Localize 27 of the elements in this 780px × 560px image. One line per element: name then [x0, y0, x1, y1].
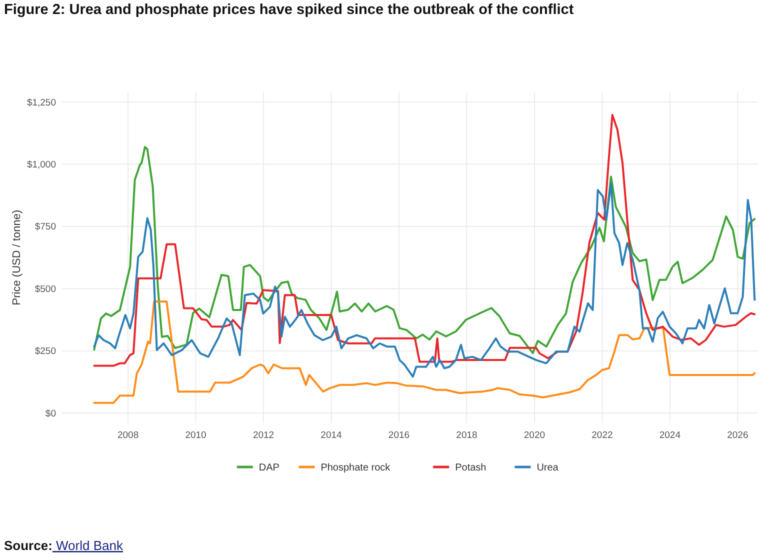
chart-title: Figure 2: Urea and phosphate prices have spiked since the outbreak of the conflict: [4, 2, 574, 18]
legend-label: Phosphate rock: [320, 462, 392, 474]
y-tick-label: $500: [34, 284, 56, 295]
x-tick-label: 2012: [252, 430, 274, 441]
line-series: [93, 182, 756, 378]
source-note: Source: World Bank: [4, 538, 124, 553]
legend-label: DAP: [258, 462, 280, 474]
y-tick-label: $1,250: [26, 97, 56, 108]
x-tick-label: 2022: [592, 430, 613, 441]
line-series: [93, 300, 756, 404]
legend-label: Urea: [536, 462, 559, 474]
x-tick-label: 2016: [388, 430, 410, 441]
y-tick-label: $250: [34, 346, 56, 358]
line-series: [93, 114, 756, 367]
y-tick-label: $750: [34, 222, 56, 233]
line-series: [93, 146, 756, 354]
x-tick-label: 2014: [320, 430, 342, 441]
x-tick-label: 2008: [117, 430, 139, 441]
y-tick-label: $0: [45, 408, 56, 420]
y-axis-title: Price (USD / tonne): [11, 210, 23, 306]
x-tick-label: 2018: [456, 430, 478, 441]
legend-label: Potash: [455, 462, 486, 474]
x-tick-label: 2026: [727, 430, 748, 441]
x-tick-label: 2020: [524, 430, 546, 441]
y-tick-label: $1,000: [26, 160, 56, 170]
x-tick-label: 2010: [185, 430, 206, 441]
x-tick-label: 2024: [659, 430, 681, 441]
